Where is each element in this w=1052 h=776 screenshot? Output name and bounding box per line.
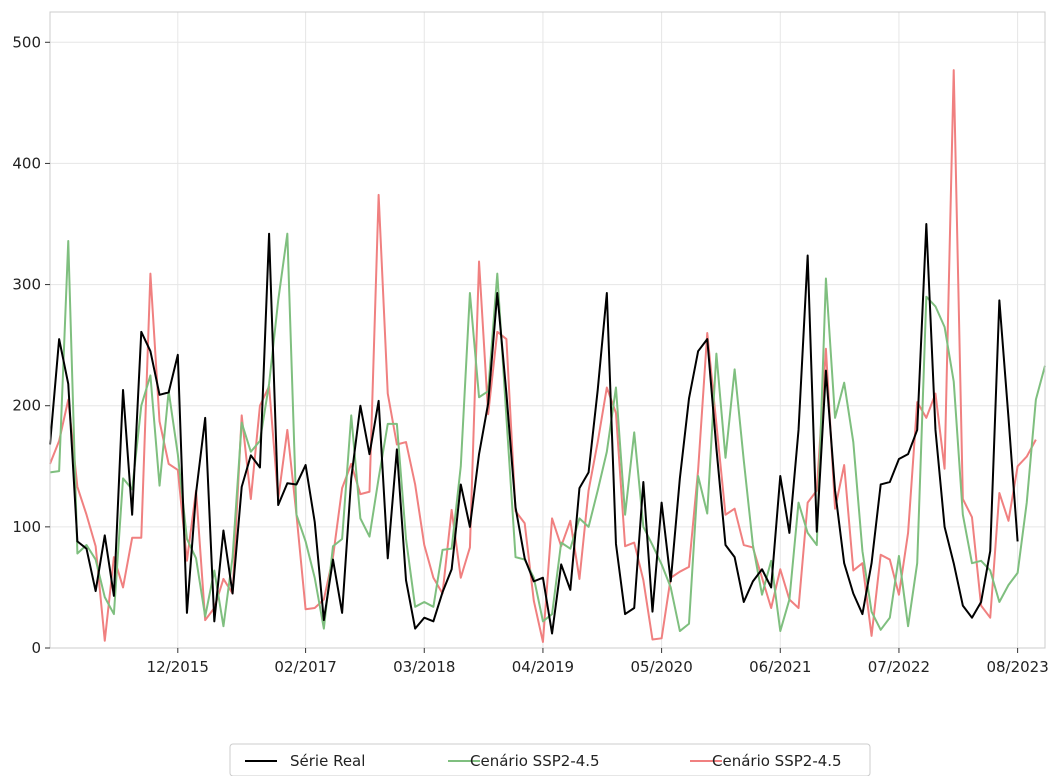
legend-label-1: Cenário SSP2-4.5: [470, 752, 600, 770]
x-tick-label: 12/2015: [147, 658, 209, 676]
x-tick-label: 03/2018: [393, 658, 455, 676]
y-tick-label: 300: [12, 276, 41, 294]
y-tick-label: 0: [31, 639, 41, 657]
legend-label-2: Cenário SSP2-4.5: [712, 752, 842, 770]
axis-ticks: 0 100 200 300 400 500 12/2015 02/2017 03/2018 04/…: [12, 33, 1048, 676]
series-line-0: [49, 223, 1019, 635]
y-tick-label: 100: [12, 518, 41, 536]
legend-box: [229, 743, 871, 776]
series-line-1: [49, 232, 1046, 633]
x-tick-label: 07/2022: [868, 658, 930, 676]
y-tick-label: 400: [12, 154, 41, 172]
legend: Série Real Cenário SSP2-4.5 Cenário SSP2-4…: [229, 743, 871, 776]
series-lines: [49, 69, 1046, 643]
x-tick-label: 02/2017: [274, 658, 336, 676]
plot-background: [50, 12, 1045, 648]
legend-label-0: Série Real: [290, 752, 365, 770]
x-tick-label: 04/2019: [512, 658, 574, 676]
x-tick-label: 05/2020: [630, 658, 692, 676]
y-tick-label: 500: [12, 33, 41, 51]
plot-frame: [49, 11, 1046, 649]
grid-lines: [50, 12, 1045, 649]
x-tick-label: 08/2023: [986, 658, 1048, 676]
x-tick-label: 06/2021: [749, 658, 811, 676]
y-tick-label: 200: [12, 397, 41, 415]
